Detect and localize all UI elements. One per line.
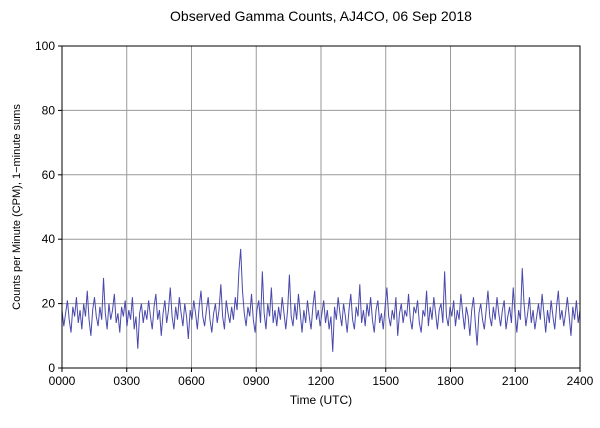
y-tick-label: 40 — [42, 232, 56, 246]
x-tick-label: 0600 — [178, 374, 205, 388]
x-tick-label: 1200 — [308, 374, 335, 388]
y-tick-label: 0 — [48, 361, 55, 375]
x-tick-label: 0900 — [243, 374, 270, 388]
chart-title: Observed Gamma Counts, AJ4CO, 06 Sep 201… — [170, 8, 472, 24]
x-tick-label: 0000 — [49, 374, 76, 388]
x-tick-label: 2400 — [567, 374, 594, 388]
x-tick-label: 0300 — [113, 374, 140, 388]
y-tick-label: 80 — [42, 103, 56, 117]
y-tick-label: 60 — [42, 168, 56, 182]
plot-frame — [61, 45, 581, 369]
y-tick-label: 20 — [42, 297, 56, 311]
y-tick-label: 100 — [35, 39, 55, 53]
x-tick-label: 1800 — [437, 374, 464, 388]
data-series-line — [61, 248, 581, 352]
x-tick-label: 1500 — [372, 374, 399, 388]
x-axis-label: Time (UTC) — [289, 393, 353, 407]
x-tick-label: 2100 — [502, 374, 529, 388]
